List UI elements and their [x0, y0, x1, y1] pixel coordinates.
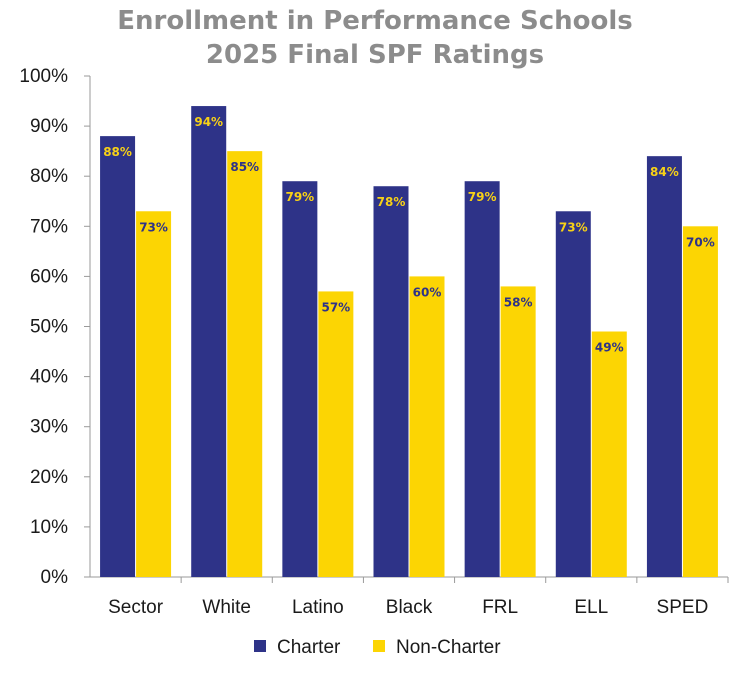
y-tick-label: 70%	[30, 216, 68, 237]
legend-swatch-non-charter	[373, 640, 385, 652]
charter-bar	[646, 156, 682, 577]
x-tick-label: ELL	[574, 597, 608, 618]
x-tick-label: Latino	[292, 597, 344, 618]
y-tick-label: 30%	[30, 417, 68, 438]
x-tick-label: Sector	[108, 597, 164, 618]
y-tick-label: 60%	[30, 266, 68, 287]
non-charter-bar	[318, 291, 354, 577]
chart-title: Enrollment in Performance Schools	[117, 6, 633, 36]
legend-label-non-charter: Non-Charter	[396, 637, 501, 658]
y-tick-label: 40%	[30, 367, 68, 388]
charter-data-label: 79%	[285, 190, 314, 204]
non-charter-bar	[682, 226, 718, 578]
legend: Charter Non-Charter	[254, 637, 501, 658]
charter-bar	[464, 181, 500, 577]
chart-title-block: Enrollment in Performance Schools 2025 F…	[0, 4, 750, 72]
non-charter-bar	[227, 151, 263, 577]
legend-label-charter: Charter	[277, 637, 341, 658]
y-tick-label: 0%	[41, 567, 69, 588]
charter-data-label: 94%	[194, 115, 223, 129]
y-axis: 0% 10% 20% 30% 40% 50% 60% 70% 80% 90% 100%	[19, 66, 91, 588]
non-charter-data-label: 58%	[504, 295, 533, 309]
non-charter-bar	[136, 211, 172, 577]
y-tick-label: 80%	[30, 166, 68, 187]
charter-bar	[100, 136, 136, 577]
charter-data-label: 88%	[103, 145, 132, 159]
charter-bar	[191, 106, 227, 577]
y-tick-label: 20%	[30, 467, 68, 488]
bars	[100, 106, 718, 578]
x-axis: Sector White Latino Black FRL ELL SPED	[90, 576, 729, 618]
legend-swatch-charter	[254, 640, 266, 652]
y-tick-label: 10%	[30, 517, 68, 538]
x-tick-label: SPED	[657, 597, 709, 618]
y-tick-label: 100%	[19, 66, 68, 87]
non-charter-bar	[591, 331, 627, 577]
charter-bar	[555, 211, 591, 577]
y-tick-label: 90%	[30, 116, 68, 137]
y-tick-label: 50%	[30, 317, 68, 338]
charter-data-label: 84%	[650, 165, 679, 179]
non-charter-data-label: 60%	[413, 285, 442, 299]
non-charter-data-label: 57%	[321, 300, 350, 314]
chart-subtitle: 2025 Final SPF Ratings	[205, 40, 545, 70]
x-tick-label: White	[202, 597, 251, 618]
non-charter-data-label: 85%	[230, 160, 259, 174]
x-tick-label: Black	[386, 597, 433, 618]
charter-data-label: 78%	[377, 195, 406, 209]
charter-data-label: 73%	[559, 220, 588, 234]
non-charter-bar	[409, 276, 445, 577]
charter-bar	[373, 186, 409, 577]
non-charter-data-label: 49%	[595, 341, 624, 355]
charter-data-label: 79%	[468, 190, 497, 204]
non-charter-bar	[500, 286, 536, 577]
non-charter-data-label: 70%	[686, 235, 715, 249]
bar-labels: 88% 94% 79% 78% 79% 73% 84% 73% 85% 57% 60% 58% 49% 7…	[103, 115, 715, 354]
charter-bar	[282, 181, 318, 577]
non-charter-data-label: 73%	[139, 220, 168, 234]
x-tick-label: FRL	[482, 597, 518, 618]
